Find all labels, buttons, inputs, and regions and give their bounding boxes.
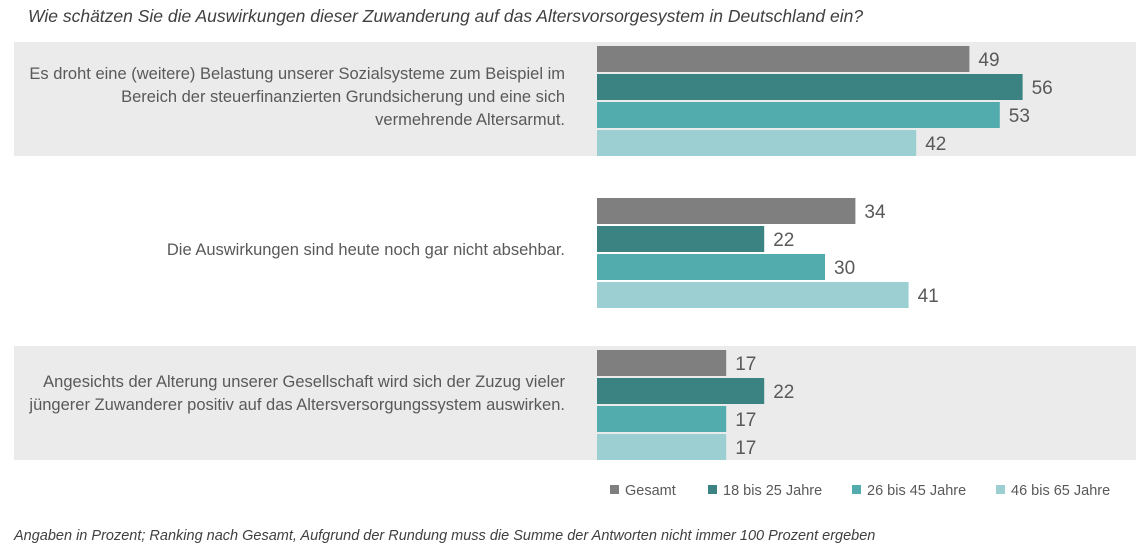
- bar-2-gesamt: [597, 198, 856, 224]
- legend-label-18-25: 18 bis 25 Jahre: [723, 483, 823, 499]
- data-label-2-18-25: 22: [773, 230, 794, 251]
- data-label-3-gesamt: 17: [735, 354, 756, 375]
- legend-label-gesamt: Gesamt: [625, 483, 676, 499]
- category-band-3: [14, 346, 1136, 460]
- legend-label-46-65: 46 bis 65 Jahre: [1011, 483, 1111, 499]
- legend-item-46-65: 46 bis 65 Jahre: [996, 483, 1110, 499]
- legend: Gesamt 18 bis 25 Jahre 26 bis 45 Jahre 4…: [0, 483, 1147, 503]
- legend-swatch-26-45: [852, 485, 861, 494]
- bar-2-26-45: [597, 254, 825, 280]
- bar-3-46-65: [597, 434, 727, 460]
- legend-swatch-gesamt: [610, 485, 619, 494]
- chart-title: Wie schätzen Sie die Auswirkungen dieser…: [28, 6, 864, 26]
- bar-2-18-25: [597, 226, 765, 252]
- data-label-1-18-25: 56: [1032, 78, 1053, 99]
- bar-1-18-25: [597, 74, 1023, 100]
- data-label-3-46-65: 17: [735, 438, 756, 459]
- bar-1-26-45: [597, 102, 1000, 128]
- bar-1-46-65: [597, 130, 917, 156]
- data-label-3-26-45: 17: [735, 410, 756, 431]
- category-label-2: Die Auswirkungen sind heute noch gar nic…: [166, 241, 565, 259]
- legend-item-gesamt: Gesamt: [610, 483, 676, 499]
- footnote: Angaben in Prozent; Ranking nach Gesamt,…: [14, 528, 876, 544]
- data-label-2-46-65: 41: [918, 286, 939, 307]
- data-label-2-26-45: 30: [834, 258, 855, 279]
- category-label-3: Angesichts der Alterung unserer Gesellsc…: [29, 373, 565, 414]
- legend-swatch-46-65: [996, 485, 1005, 494]
- legend-swatch-18-25: [708, 485, 717, 494]
- data-label-3-18-25: 22: [773, 382, 794, 403]
- bar-3-gesamt: [597, 350, 727, 376]
- bar-3-18-25: [597, 378, 765, 404]
- category-label-1: Es droht eine (weitere) Belastung unsere…: [29, 65, 565, 129]
- bar-1-gesamt: [597, 46, 970, 72]
- legend-item-26-45: 26 bis 45 Jahre: [852, 483, 966, 499]
- legend-label-26-45: 26 bis 45 Jahre: [867, 483, 967, 499]
- data-label-2-gesamt: 34: [864, 202, 886, 223]
- bar-3-26-45: [597, 406, 727, 432]
- bar-2-46-65: [597, 282, 909, 308]
- data-label-1-46-65: 42: [925, 134, 946, 155]
- legend-item-18-25: 18 bis 25 Jahre: [708, 483, 822, 499]
- data-label-1-26-45: 53: [1009, 106, 1030, 127]
- data-label-1-gesamt: 49: [978, 50, 999, 71]
